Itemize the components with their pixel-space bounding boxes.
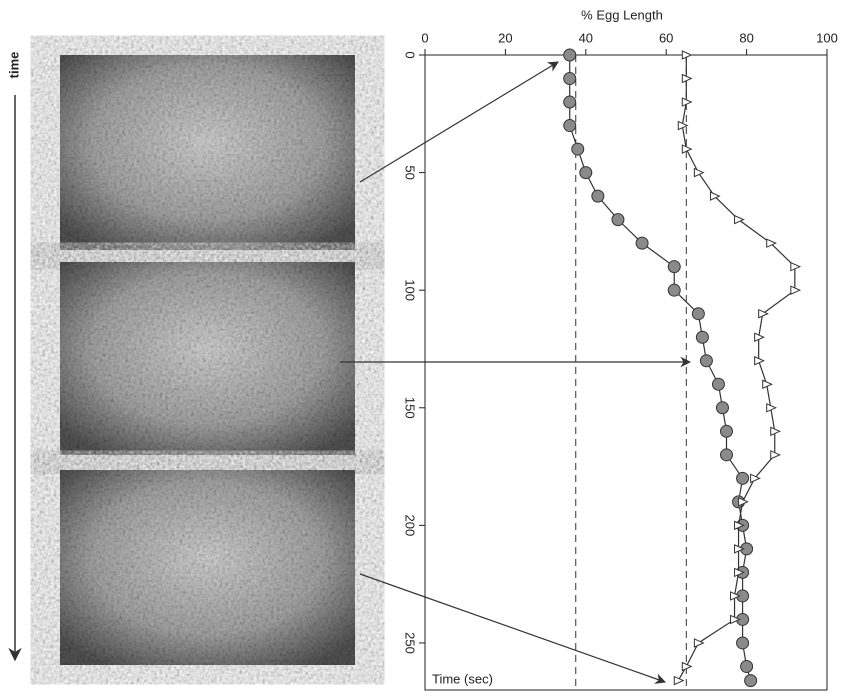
pointer-arrows	[340, 61, 692, 684]
point	[681, 661, 693, 672]
point	[736, 471, 750, 485]
point	[677, 120, 689, 131]
y-tick-label: 50	[403, 165, 418, 179]
point	[740, 659, 754, 673]
point	[744, 674, 758, 688]
y-tick-label: 0	[403, 51, 418, 58]
point	[579, 166, 593, 180]
x-tick-label: 100	[816, 30, 838, 45]
point	[681, 97, 693, 107]
point	[758, 308, 769, 319]
point	[734, 214, 745, 225]
point	[715, 401, 729, 415]
point	[673, 675, 685, 686]
plot-frame	[424, 54, 828, 691]
point	[730, 614, 741, 625]
point	[695, 330, 709, 344]
point	[754, 332, 765, 342]
point	[762, 379, 773, 390]
point	[790, 261, 802, 272]
point	[681, 50, 693, 60]
point	[738, 497, 749, 507]
point	[699, 354, 713, 368]
series-line	[677, 55, 796, 681]
point	[754, 355, 765, 366]
point	[720, 424, 733, 438]
point	[667, 260, 681, 274]
point	[750, 473, 761, 484]
point	[711, 377, 725, 391]
x-tick-label: 40	[579, 30, 593, 45]
point	[709, 191, 721, 201]
y-tick-label: 150	[403, 397, 418, 419]
point	[563, 48, 577, 62]
axis-label: Time (sec)	[432, 671, 493, 686]
point	[734, 520, 745, 531]
point	[635, 236, 649, 250]
point	[667, 283, 681, 297]
point	[770, 426, 781, 437]
photos	[60, 55, 355, 665]
pointer-arrow	[359, 61, 559, 183]
point	[790, 285, 802, 295]
point	[681, 144, 693, 154]
point	[720, 448, 733, 462]
x-tick-label: 0	[421, 30, 428, 45]
point	[730, 591, 741, 601]
point	[693, 638, 705, 648]
y-tick-label: 200	[403, 515, 418, 537]
photo	[60, 470, 355, 665]
photo	[60, 55, 355, 250]
point	[766, 403, 777, 413]
point	[563, 119, 577, 133]
y-tick-label: 100	[403, 279, 418, 301]
point	[734, 544, 745, 554]
point	[571, 142, 585, 156]
point	[691, 307, 705, 321]
point	[693, 167, 705, 178]
photo	[60, 262, 355, 455]
point	[766, 238, 777, 248]
point	[563, 72, 577, 86]
point	[736, 636, 750, 650]
x-tick-label: 20	[498, 30, 512, 45]
chart-title: % Egg Length	[581, 7, 663, 22]
x-tick-label: 80	[739, 30, 753, 45]
x-tick-label: 60	[659, 30, 673, 45]
y-tick-label: 250	[403, 632, 418, 654]
side-label: time	[6, 52, 21, 79]
point	[591, 189, 605, 203]
point	[563, 95, 577, 109]
series-line	[569, 55, 752, 681]
point	[770, 450, 781, 460]
point	[611, 213, 625, 227]
point	[734, 567, 745, 578]
pointer-arrow	[359, 573, 667, 684]
point	[681, 73, 693, 84]
